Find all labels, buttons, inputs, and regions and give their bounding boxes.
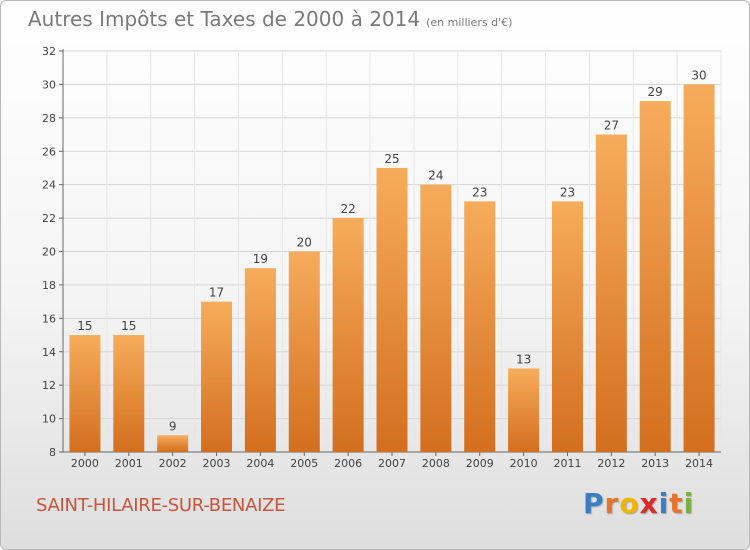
data-label: 30 (691, 68, 706, 82)
logo-letter: o (619, 487, 640, 520)
chart-title-unit: (en milliers d'€) (426, 16, 513, 29)
y-tick-label: 30 (42, 78, 56, 91)
data-label: 9 (169, 419, 177, 433)
data-label: 17 (209, 286, 224, 300)
y-tick-label: 16 (42, 312, 56, 325)
y-tick-label: 22 (42, 212, 56, 225)
y-tick-label: 26 (42, 145, 56, 158)
bar (551, 201, 583, 452)
chart-title: Autres Impôts et Taxes de 2000 à 2014 (en… (28, 7, 512, 31)
y-tick-label: 20 (42, 246, 56, 259)
y-tick-label: 24 (42, 179, 56, 192)
data-label: 20 (297, 236, 312, 250)
data-label: 29 (648, 85, 663, 99)
y-tick-label: 10 (42, 413, 56, 426)
logo-letter: t (669, 487, 684, 520)
commune-name: SAINT-HILAIRE-SUR-BENAIZE (36, 495, 286, 516)
x-tick-label: 2007 (378, 457, 406, 470)
x-tick-label: 2014 (685, 457, 713, 470)
data-label: 27 (604, 119, 619, 133)
x-tick-label: 2000 (71, 457, 99, 470)
y-tick-label: 12 (42, 379, 56, 392)
bar (376, 167, 408, 453)
x-tick-label: 2001 (115, 457, 143, 470)
bar (595, 134, 627, 452)
bar (113, 335, 145, 452)
bar (464, 201, 496, 452)
bar (157, 435, 189, 452)
data-label: 22 (340, 202, 355, 216)
bar (244, 268, 276, 452)
x-tick-label: 2012 (597, 457, 625, 470)
logo-letter: r (604, 487, 620, 520)
logo-letter: i (683, 487, 695, 520)
logo-letter: i (658, 487, 670, 520)
bar (683, 84, 715, 453)
x-tick-label: 2002 (159, 457, 187, 470)
x-tick-label: 2013 (641, 457, 669, 470)
bars (69, 84, 715, 453)
data-label: 15 (121, 319, 136, 333)
x-tick-label: 2003 (203, 457, 231, 470)
y-tick-label: 18 (42, 279, 56, 292)
logo-letter: P (583, 487, 605, 520)
y-tick-label: 32 (42, 45, 56, 58)
data-label: 23 (560, 185, 575, 199)
data-label: 24 (428, 169, 443, 183)
bar (288, 251, 320, 452)
bar (201, 301, 233, 452)
proxiti-logo: Proxiti (583, 487, 694, 520)
y-tick-label: 14 (42, 346, 56, 359)
bar (420, 184, 452, 452)
logo-letter: x (639, 487, 659, 520)
x-tick-label: 2005 (290, 457, 318, 470)
bar (69, 335, 101, 452)
x-tick-label: 2009 (466, 457, 494, 470)
x-tick-label: 2011 (553, 457, 581, 470)
chart-title-main: Autres Impôts et Taxes de 2000 à 2014 (28, 7, 421, 31)
bar (508, 368, 540, 452)
x-tick-label: 2004 (246, 457, 274, 470)
data-label: 19 (253, 252, 268, 266)
x-tick-label: 2010 (510, 457, 538, 470)
bar (332, 218, 364, 452)
data-label: 15 (77, 319, 92, 333)
bar (639, 101, 671, 452)
x-tick-label: 2008 (422, 457, 450, 470)
y-tick-label: 8 (49, 446, 56, 459)
data-label: 23 (472, 185, 487, 199)
data-label: 25 (384, 152, 399, 166)
labels: 8 10 12 14 16 18 20 22 24 26 28 30 32 15 2000 15 2001 9 20… (42, 45, 713, 470)
y-tick-label: 28 (42, 112, 56, 125)
data-label: 13 (516, 352, 531, 366)
x-tick-label: 2006 (334, 457, 362, 470)
